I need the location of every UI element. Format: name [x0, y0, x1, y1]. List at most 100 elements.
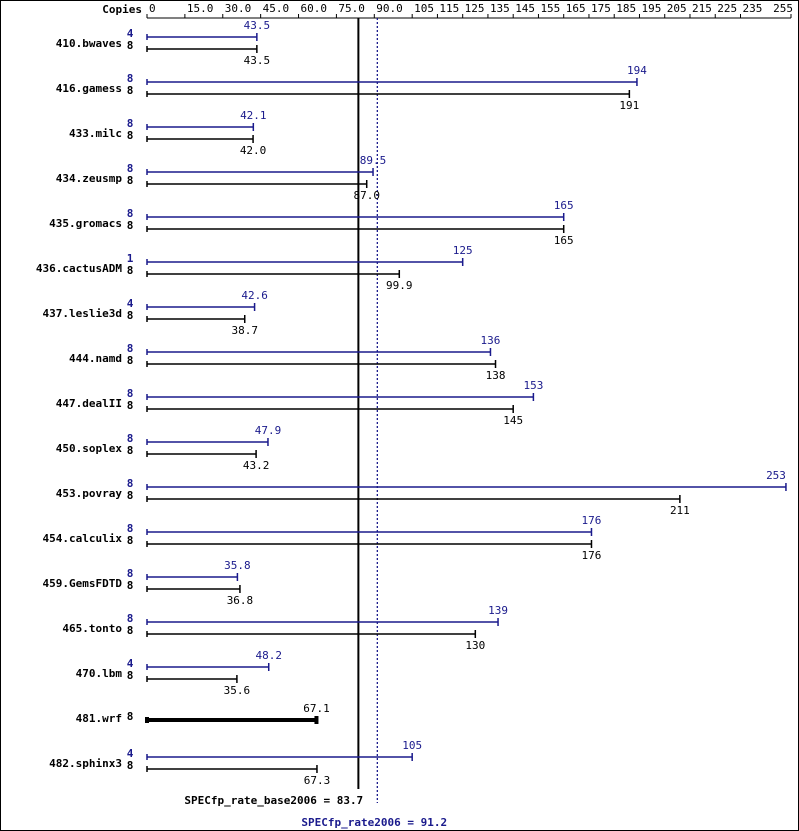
bar	[146, 78, 638, 86]
category-label: 459.GemsFDTD	[43, 577, 123, 590]
bar	[146, 585, 241, 593]
category-label: 434.zeusmp	[56, 172, 123, 185]
bar	[146, 33, 258, 41]
copies-label: 8	[127, 174, 134, 187]
value-label: 43.5	[244, 54, 271, 67]
copies-label: 8	[127, 710, 134, 723]
copies-label: 8	[127, 84, 134, 97]
copies-label: 8	[127, 444, 134, 457]
value-label: 145	[503, 414, 523, 427]
copies-header: Copies	[102, 3, 142, 16]
x-tick-label: 45.0	[263, 2, 290, 15]
bar	[146, 123, 255, 131]
bar	[146, 348, 492, 356]
value-label: 130	[465, 639, 485, 652]
copies-label: 8	[127, 387, 134, 400]
bar	[146, 528, 593, 536]
x-tick-label: 235	[742, 2, 762, 15]
copies-label: 8	[127, 477, 134, 490]
x-tick-label: 255	[773, 2, 793, 15]
bar	[146, 765, 318, 773]
x-tick-label: 15.0	[187, 2, 214, 15]
value-label: 253	[766, 469, 786, 482]
value-label: 42.6	[241, 289, 268, 302]
copies-label: 8	[127, 612, 134, 625]
category-label: 481.wrf	[76, 712, 122, 725]
reference-label: SPECfp_rate_base2006 = 83.7	[184, 794, 363, 807]
bar	[146, 663, 270, 671]
value-label: 87.0	[353, 189, 380, 202]
value-label: 165	[554, 199, 574, 212]
bar	[146, 540, 593, 548]
value-label: 38.7	[231, 324, 258, 337]
copies-label: 8	[127, 129, 134, 142]
copies-label: 8	[127, 579, 134, 592]
value-label: 48.2	[255, 649, 282, 662]
bar	[146, 360, 497, 368]
x-tick-label: 205	[667, 2, 687, 15]
category-label: 437.leslie3d	[43, 307, 122, 320]
value-label: 42.1	[240, 109, 267, 122]
category-label: 470.lbm	[76, 667, 123, 680]
value-label: 99.9	[386, 279, 413, 292]
x-tick-label: 75.0	[338, 2, 365, 15]
value-label: 176	[582, 514, 602, 527]
value-label: 165	[554, 234, 574, 247]
bar	[146, 438, 269, 446]
value-label: 139	[488, 604, 508, 617]
copies-label: 8	[127, 534, 134, 547]
category-label: 416.gamess	[56, 82, 122, 95]
copies-label: 4	[127, 27, 134, 40]
x-tick-label: 0	[149, 2, 156, 15]
bar	[146, 405, 514, 413]
x-tick-label: 135	[490, 2, 510, 15]
x-tick-label: 60.0	[301, 2, 328, 15]
value-label: 35.8	[224, 559, 251, 572]
x-tick-label: 195	[641, 2, 661, 15]
bar	[146, 45, 258, 53]
category-label: 465.tonto	[62, 622, 122, 635]
category-label: 454.calculix	[43, 532, 123, 545]
value-label: 47.9	[255, 424, 282, 437]
x-tick-label: 225	[717, 2, 737, 15]
value-label: 43.5	[244, 19, 271, 32]
bar	[146, 213, 565, 221]
category-label: 444.namd	[69, 352, 122, 365]
bar	[146, 180, 368, 188]
value-label: 42.0	[240, 144, 267, 157]
category-label: 447.dealII	[56, 397, 122, 410]
value-label: 36.8	[227, 594, 254, 607]
x-tick-label: 165	[566, 2, 586, 15]
copies-label: 8	[127, 432, 134, 445]
bar	[146, 618, 499, 626]
value-label: 136	[481, 334, 501, 347]
bar	[146, 393, 535, 401]
x-tick-label: 105	[414, 2, 434, 15]
x-tick-label: 115	[439, 2, 459, 15]
bar	[146, 90, 631, 98]
category-label: 435.gromacs	[49, 217, 122, 230]
x-tick-label: 30.0	[225, 2, 252, 15]
category-label: 436.cactusADM	[36, 262, 122, 275]
bar	[146, 675, 238, 683]
value-label: 194	[627, 64, 647, 77]
bar	[146, 303, 256, 311]
category-label: 450.soplex	[56, 442, 123, 455]
x-tick-label: 215	[692, 2, 712, 15]
bar	[146, 630, 477, 638]
value-label: 211	[670, 504, 690, 517]
copies-label: 8	[127, 354, 134, 367]
value-label: 43.2	[243, 459, 270, 472]
value-label: 67.1	[303, 702, 330, 715]
bar	[146, 270, 401, 278]
bar	[146, 168, 374, 176]
bar	[146, 135, 254, 143]
x-tick-label: 155	[540, 2, 560, 15]
bar	[146, 225, 565, 233]
copies-label: 8	[127, 117, 134, 130]
category-label: 410.bwaves	[56, 37, 122, 50]
bar	[146, 495, 681, 503]
copies-label: 1	[127, 252, 134, 265]
copies-label: 8	[127, 624, 134, 637]
